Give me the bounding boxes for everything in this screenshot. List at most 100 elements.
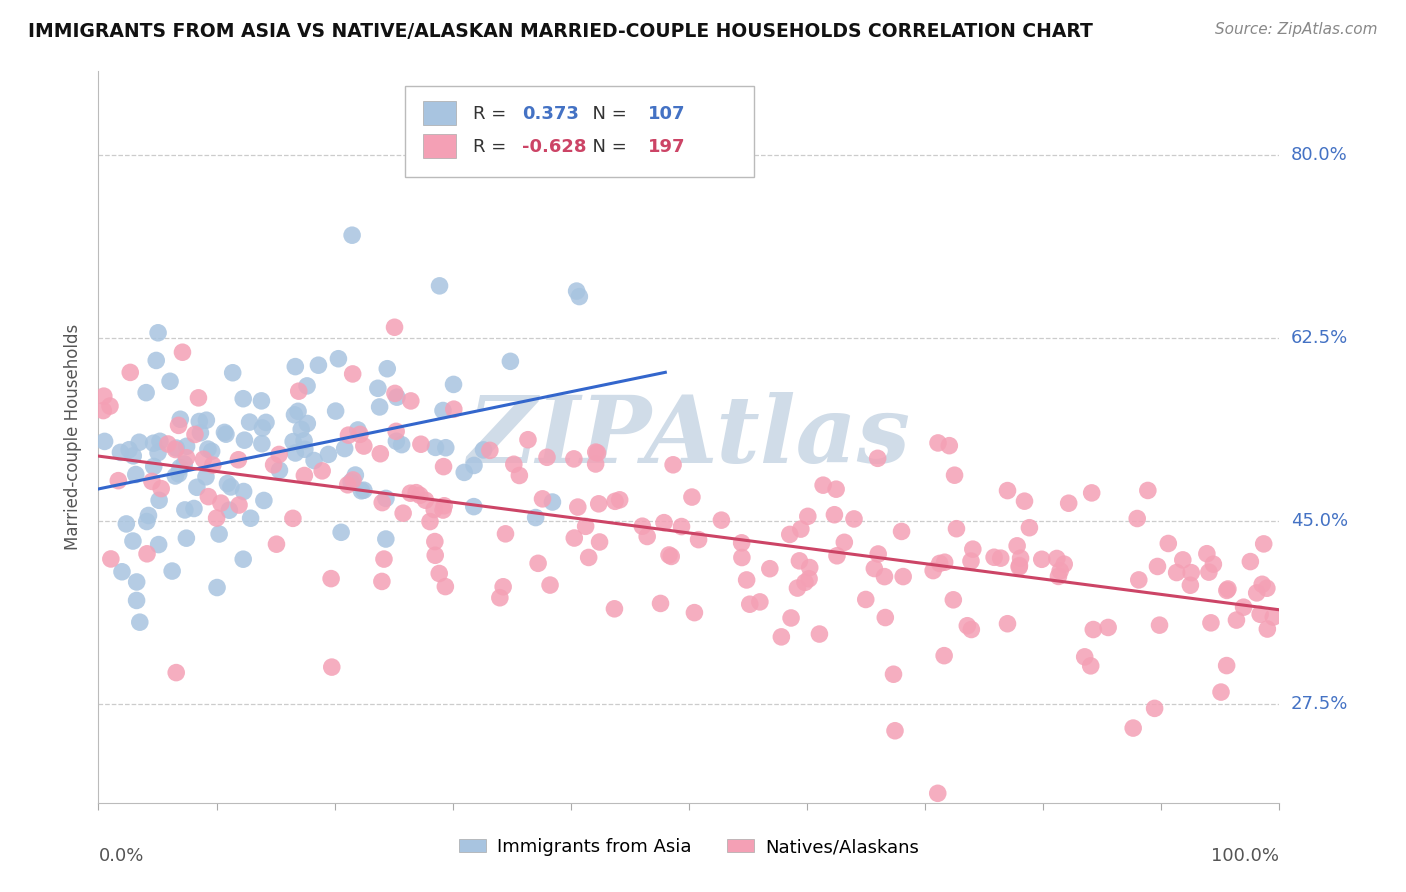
Point — [662, 458, 685, 472]
Point — [425, 549, 447, 563]
Point — [118, 442, 141, 457]
Point — [250, 393, 273, 408]
Point — [884, 723, 907, 738]
Point — [254, 416, 277, 430]
Point — [472, 442, 495, 457]
Point — [197, 490, 219, 504]
Point — [1136, 483, 1159, 498]
Point — [347, 423, 370, 437]
Point — [173, 457, 195, 471]
Point — [671, 519, 693, 533]
Point — [433, 499, 456, 513]
Point — [1005, 539, 1028, 553]
Point — [588, 497, 610, 511]
Point — [384, 320, 406, 334]
Point — [453, 466, 475, 480]
Point — [350, 483, 373, 498]
Point — [385, 425, 408, 439]
Point — [1031, 552, 1053, 566]
Point — [960, 554, 983, 568]
Point — [738, 597, 761, 611]
Point — [681, 490, 703, 504]
Text: 107: 107 — [648, 104, 685, 123]
Point — [148, 538, 170, 552]
Point — [125, 467, 148, 482]
Point — [328, 351, 350, 366]
Point — [1246, 586, 1268, 600]
Point — [419, 515, 441, 529]
Point — [232, 392, 254, 406]
Point — [340, 228, 363, 243]
Point — [423, 502, 446, 516]
Point — [1083, 623, 1105, 637]
Text: -0.628: -0.628 — [523, 137, 586, 156]
Text: Source: ZipAtlas.com: Source: ZipAtlas.com — [1215, 22, 1378, 37]
Point — [150, 482, 173, 496]
Point — [443, 377, 465, 392]
Point — [201, 444, 224, 458]
Point — [330, 525, 353, 540]
Point — [1126, 511, 1149, 525]
Point — [531, 491, 554, 506]
Point — [658, 548, 681, 562]
Point — [219, 480, 242, 494]
Point — [201, 458, 224, 472]
Point — [731, 550, 754, 565]
Point — [1080, 486, 1102, 500]
Point — [945, 522, 967, 536]
Point — [120, 365, 142, 379]
Point — [107, 474, 129, 488]
Point — [786, 581, 808, 595]
Point — [1215, 658, 1237, 673]
Point — [434, 580, 457, 594]
Point — [169, 460, 191, 475]
Point — [508, 468, 530, 483]
Point — [337, 428, 360, 442]
Point — [825, 482, 848, 496]
Point — [683, 606, 706, 620]
Point — [281, 511, 304, 525]
Point — [217, 476, 239, 491]
Text: IMMIGRANTS FROM ASIA VS NATIVE/ALASKAN MARRIED-COUPLE HOUSEHOLDS CORRELATION CHA: IMMIGRANTS FROM ASIA VS NATIVE/ALASKAN M… — [28, 22, 1092, 41]
Point — [1180, 566, 1202, 580]
Point — [432, 403, 454, 417]
Point — [735, 573, 758, 587]
Point — [834, 535, 856, 549]
Point — [307, 358, 329, 372]
Point — [149, 434, 172, 449]
Point — [565, 284, 588, 298]
Point — [527, 557, 550, 571]
Point — [110, 445, 132, 459]
Text: 45.0%: 45.0% — [1291, 512, 1348, 530]
Point — [321, 660, 343, 674]
Point — [875, 610, 897, 624]
Point — [159, 374, 181, 388]
Point — [353, 439, 375, 453]
Point — [176, 439, 198, 453]
FancyBboxPatch shape — [423, 134, 457, 158]
Point — [868, 547, 890, 561]
Point — [934, 555, 956, 569]
Point — [1073, 649, 1095, 664]
Point — [780, 611, 803, 625]
Point — [263, 458, 285, 472]
Point — [588, 535, 610, 549]
Point — [1008, 560, 1031, 574]
Point — [187, 391, 209, 405]
Point — [295, 379, 318, 393]
Point — [1263, 610, 1285, 624]
Point — [160, 564, 183, 578]
Point — [825, 549, 848, 563]
Point — [188, 415, 211, 429]
Point — [342, 473, 364, 487]
Point — [325, 404, 347, 418]
Point — [423, 534, 446, 549]
Point — [956, 618, 979, 632]
Point — [93, 434, 115, 449]
Point — [292, 434, 315, 448]
Point — [125, 574, 148, 589]
Point — [443, 402, 465, 417]
Point — [1046, 551, 1069, 566]
Point — [205, 581, 228, 595]
Text: 197: 197 — [648, 137, 685, 156]
